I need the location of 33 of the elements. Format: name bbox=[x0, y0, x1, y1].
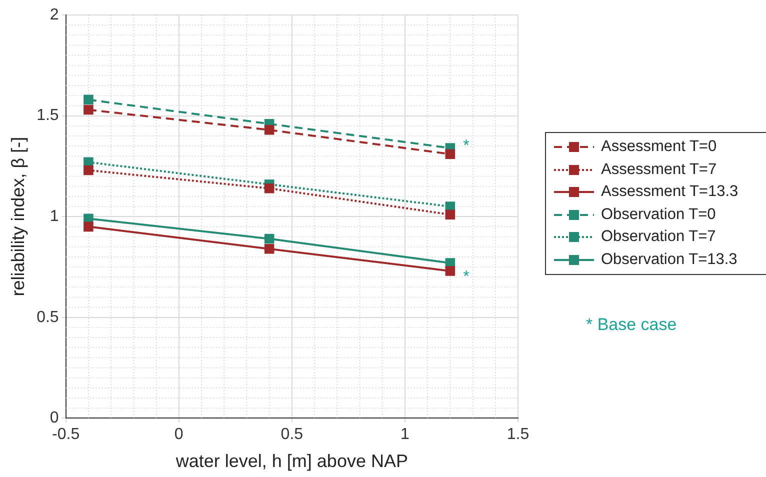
y-tick-label: 1 bbox=[50, 208, 59, 226]
legend-label: Observation T=0 bbox=[601, 206, 716, 224]
x-tick-label: 1.5 bbox=[506, 426, 530, 444]
x-tick-label: 1 bbox=[400, 426, 410, 444]
y-tick-label: 2 bbox=[50, 6, 59, 24]
annotation: * bbox=[463, 268, 470, 286]
x-axis-title: water level, h [m] above NAP bbox=[174, 451, 408, 472]
point bbox=[84, 94, 94, 105]
y-axis-title: reliability index, β [-] bbox=[8, 136, 28, 296]
point bbox=[264, 125, 274, 135]
point bbox=[84, 104, 94, 115]
point bbox=[445, 266, 456, 276]
point bbox=[264, 183, 274, 194]
point bbox=[84, 214, 94, 224]
x-tick-label: 0 bbox=[174, 426, 184, 444]
x-tick-label: -0.5 bbox=[52, 426, 80, 444]
annotation: * bbox=[463, 137, 470, 154]
x-tick-label: 0.5 bbox=[280, 426, 304, 444]
point bbox=[445, 149, 456, 159]
point bbox=[445, 210, 456, 220]
legend-label: Observation T=7 bbox=[601, 228, 716, 246]
legend-label: Assessment T=13.3 bbox=[601, 183, 738, 202]
text: * Base case bbox=[586, 315, 677, 335]
point bbox=[264, 244, 274, 254]
legend-label: Assessment T=7 bbox=[601, 160, 717, 179]
y-tick-label: 1.5 bbox=[36, 107, 59, 124]
y-tick-label: 0.5 bbox=[36, 308, 59, 326]
point bbox=[84, 222, 94, 232]
legend-label: Assessment T=0 bbox=[601, 138, 717, 156]
legend-label: Observation T=13.3 bbox=[601, 250, 738, 269]
point bbox=[264, 234, 274, 244]
y-tick-label: 0 bbox=[50, 410, 59, 427]
point bbox=[84, 165, 94, 176]
